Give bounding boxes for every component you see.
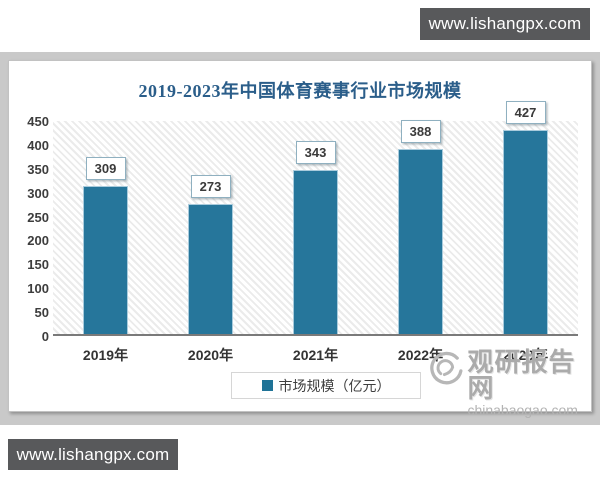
x-tick-label: 2019年: [82, 347, 129, 363]
bar-value-label: 309: [85, 157, 126, 181]
y-tick-label: 150: [27, 257, 49, 273]
bar-2021年: [293, 170, 338, 334]
x-axis: 2019年 2020年 2021年 2022年 2023年: [53, 345, 578, 363]
y-tick-label: 250: [27, 209, 49, 225]
legend-label: 市场规模（亿元）: [278, 377, 391, 394]
chart-frame: 2019-2023年中国体育赛事行业市场规模 0 50 100 150 200 250 30…: [0, 52, 600, 425]
x-tick-label: 2020年: [187, 347, 234, 363]
bar-value-label: 427: [505, 101, 546, 124]
bar-2020年: [188, 203, 233, 334]
y-tick-label: 300: [27, 185, 49, 201]
chart-panel: 2019-2023年中国体育赛事行业市场规模 0 50 100 150 200 250 30…: [8, 60, 592, 418]
y-tick-label: 50: [34, 305, 49, 321]
bar-2019年: [83, 186, 128, 334]
chart-title: 2019-2023年中国体育赛事行业市场规模: [138, 81, 462, 101]
x-tick-label: 2021年: [292, 347, 339, 363]
brand-domain: chinabaogao.com: [467, 402, 578, 418]
x-tick-label: 2023年: [502, 347, 549, 363]
legend-swatch-icon: [261, 380, 273, 391]
y-tick-label: 0: [41, 329, 49, 344]
bar-2022年: [398, 148, 443, 334]
bar-value-label: 343: [295, 141, 336, 165]
y-tick-label: 400: [27, 137, 49, 153]
y-tick-label: 100: [27, 281, 49, 297]
y-tick-label: 200: [27, 233, 49, 249]
bar-2023年: [503, 130, 548, 334]
bottom-watermark-badge: www.lishangpx.com: [8, 439, 178, 470]
x-tick-label: 2022年: [397, 347, 444, 363]
plot-area: 309 273 343 388 427: [53, 101, 578, 336]
bar-value-label: 273: [190, 174, 231, 198]
y-tick-label: 350: [27, 161, 49, 177]
y-axis: 0 50 100 150 200 250 300 350 400 450: [9, 114, 49, 344]
top-watermark-badge: www.lishangpx.com: [420, 8, 590, 40]
legend: 市场规模（亿元）: [231, 372, 421, 399]
bar-value-label: 388: [400, 119, 441, 143]
y-tick-label: 450: [27, 114, 49, 129]
